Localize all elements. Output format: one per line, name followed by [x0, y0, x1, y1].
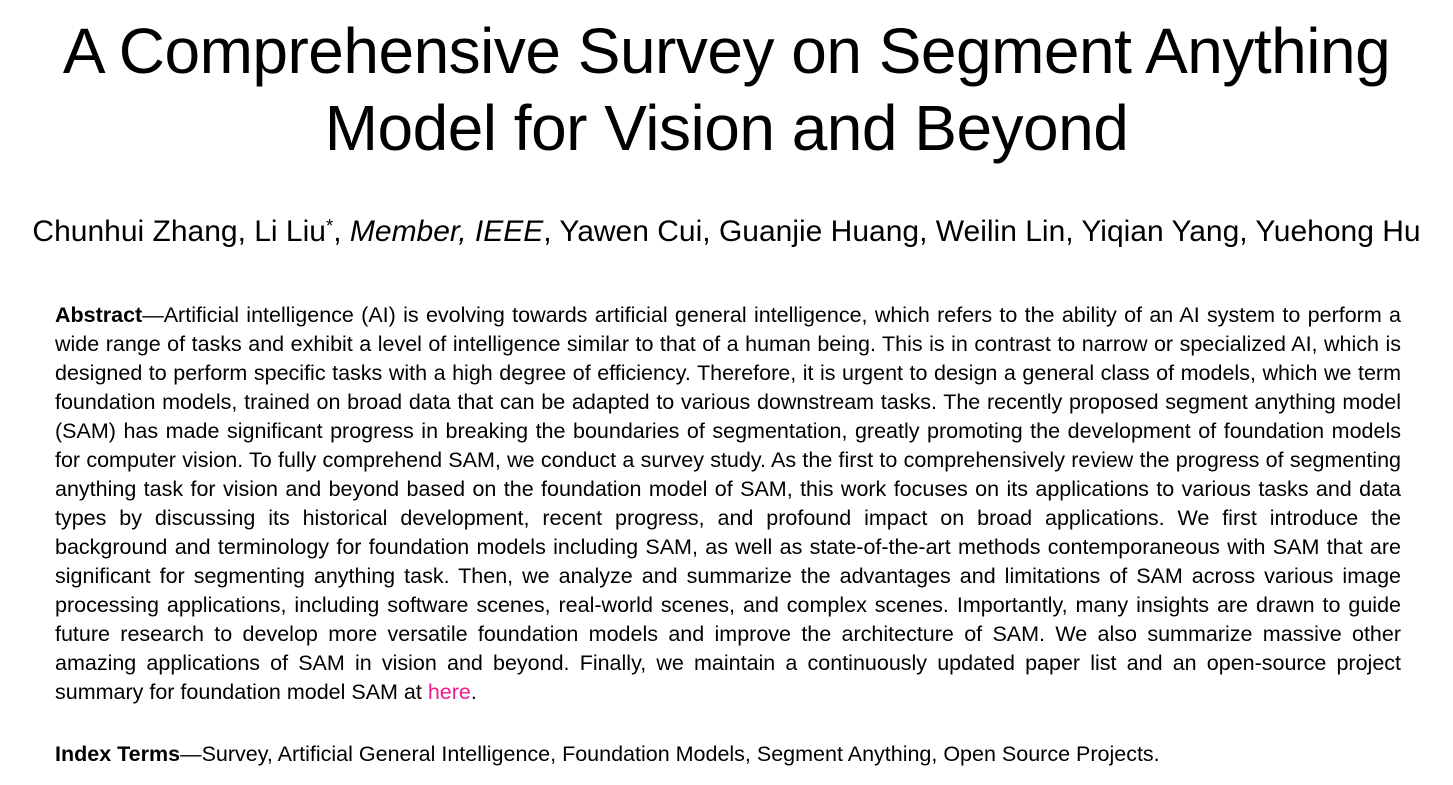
paper-title: A Comprehensive Survey on Segment Anythi…	[0, 13, 1453, 167]
index-terms-section: Index Terms—Survey, Artificial General I…	[55, 740, 1401, 769]
paper-title-line-1: A Comprehensive Survey on Segment Anythi…	[62, 15, 1391, 87]
index-terms-label: Index Terms	[55, 742, 181, 766]
abstract-text: —Artificial intelligence (AI) is evolvin…	[55, 303, 1401, 704]
here-link[interactable]: here	[427, 680, 471, 704]
paper-title-line-2: Model for Vision and Beyond	[324, 92, 1129, 164]
author-names-leading: Chunhui Zhang, Li Liu	[32, 215, 326, 248]
paper-first-page: A Comprehensive Survey on Segment Anythi…	[0, 13, 1453, 785]
corresponding-author-asterisk: *	[325, 215, 334, 236]
abstract-text-suffix: .	[470, 680, 477, 704]
abstract-section: Abstract—Artificial intelligence (AI) is…	[55, 301, 1401, 707]
authors-line: Chunhui Zhang, Li Liu*, Member, IEEE, Ya…	[0, 207, 1453, 250]
index-terms-text: —Survey, Artificial General Intelligence…	[180, 742, 1160, 766]
author-separator: ,	[333, 215, 350, 248]
ieee-membership: Member, IEEE	[349, 215, 544, 248]
abstract-label: Abstract	[55, 303, 143, 327]
author-names-trailing: , Yawen Cui, Guanjie Huang, Weilin Lin, …	[543, 215, 1421, 248]
